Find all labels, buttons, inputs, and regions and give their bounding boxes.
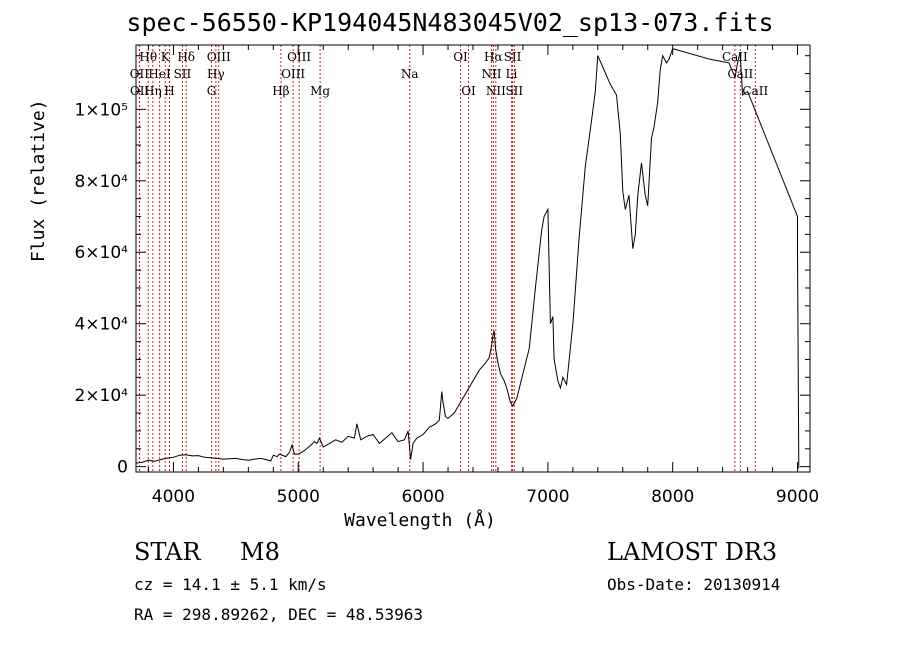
x-tick-label: 7000 (526, 487, 569, 507)
x-tick-label: 5000 (277, 487, 320, 507)
spectral-line-label: K (161, 50, 171, 64)
y-tick-label: 1×10⁵ (74, 100, 128, 120)
spectral-line-label: Hα (484, 50, 503, 64)
y-tick-label: 6×10⁴ (74, 243, 128, 263)
flux-series-line (135, 47, 800, 469)
spectral-line-label: OIII (287, 50, 311, 64)
x-tick-label: 9000 (776, 487, 819, 507)
x-axis-label-text: Wavelength (Å) (344, 510, 496, 531)
spectral-line-label: Hγ (207, 67, 225, 81)
spectral-line-label: CaII (722, 50, 748, 64)
y-tick-label: 0 (117, 458, 128, 478)
spectral-line-label: G (207, 84, 217, 98)
spectral-line-label: Hθ (139, 50, 157, 64)
plot-frame (135, 44, 811, 473)
x-tick-label: 8000 (651, 487, 694, 507)
axis-ticks: 4000 5000 6000 7000 8000 9000 0 2×10⁴ 4×10⁴ 6×10⁴… (74, 45, 819, 507)
spectral-line-label: H (164, 84, 174, 98)
x-tick-label: 4000 (152, 487, 195, 507)
y-axis-label: Flux (relative) (28, 99, 49, 262)
y-tick-label: 8×10⁴ (74, 172, 128, 192)
y-tick-label: 4×10⁴ (74, 315, 128, 335)
spectral-line-label: Hβ (272, 84, 289, 98)
chart-title: spec-56550-KP194045N483045V02_sp13-073.f… (126, 8, 774, 37)
spectral-line-label: CaII (742, 84, 768, 98)
spectral-line-label: Na (401, 67, 419, 81)
spectral-line-label: OIII (207, 50, 231, 64)
ra-dec-coordinates: RA = 298.89262, DEC = 48.53963 (134, 605, 423, 624)
spectral-line-label: NII (481, 67, 501, 81)
spectral-line-label: Hδ (177, 50, 195, 64)
spectral-line-label: NII (486, 84, 506, 98)
observation-date: Obs-Date: 20130914 (607, 575, 781, 594)
spectral-line-label: Mg (310, 84, 330, 98)
object-class: STAR (134, 538, 201, 566)
y-tick-label: 2×10⁴ (74, 386, 128, 406)
spectral-line-label: HeI (148, 67, 171, 81)
spectral-lines-layer (138, 45, 756, 472)
spectral-line-label: SII (505, 84, 523, 98)
spectral-line-label: OIII (281, 67, 305, 81)
x-axis-label: Wavelength (Å) (0, 510, 900, 531)
spectral-line-label: CaII (727, 67, 753, 81)
x-tick-label: 6000 (401, 487, 444, 507)
spectral-line-label: SII (174, 67, 192, 81)
spectral-line-label: SII (504, 50, 522, 64)
spectral-line-label: OI (461, 84, 476, 98)
object-subclass: M8 (240, 538, 280, 566)
redshift-cz: cz = 14.1 ± 5.1 km/s (134, 575, 327, 594)
spectral-line-label: Hη (144, 84, 162, 98)
spectral-line-label: Li (506, 67, 518, 81)
spectral-line-label: OI (453, 50, 468, 64)
survey-name: LAMOST DR3 (607, 538, 778, 566)
